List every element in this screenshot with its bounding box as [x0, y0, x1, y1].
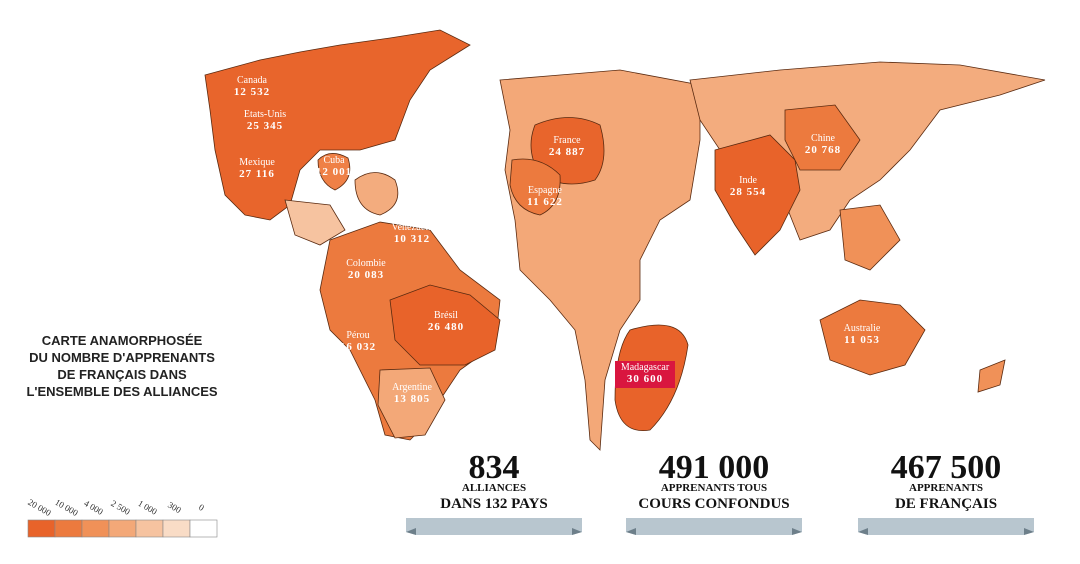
region-name: Inde: [739, 175, 757, 186]
espagne: [509, 158, 561, 216]
region-name: Madagascar: [621, 362, 670, 373]
legend-label: 300: [166, 500, 183, 516]
region-value: 30 600: [627, 373, 663, 385]
stat-line: ALLIANCES: [462, 482, 526, 494]
ribbon: [626, 518, 802, 535]
region-name: Brésil: [434, 310, 458, 321]
region-value: 11 622: [527, 196, 563, 208]
stat-line: COURS CONFONDUS: [638, 496, 789, 512]
region-name: Argentine: [392, 382, 432, 393]
continents: [204, 29, 1046, 451]
highlight-box: [615, 361, 675, 388]
legend-label: 10 000: [53, 497, 80, 518]
legend-swatch: [108, 519, 137, 538]
region-name: Australie: [844, 323, 881, 334]
region-name: Colombie: [346, 258, 386, 269]
stat-line: APPRENANTS: [909, 482, 983, 494]
new-zealand: [977, 359, 1006, 393]
region-value: 27 116: [239, 168, 275, 180]
region-name: Chine: [811, 133, 835, 144]
region-value: 24 887: [549, 146, 585, 158]
argentine: [377, 367, 446, 439]
ribbon: [406, 518, 582, 535]
region-value: 12 532: [234, 86, 270, 98]
region-value: 28 554: [730, 186, 766, 198]
title: CARTE ANAMORPHOSÉE DU NOMBRE D'APPRENANTS…: [26, 333, 217, 399]
region-value: 16 032: [340, 341, 376, 353]
legend-swatch: [162, 519, 191, 538]
north-america: [204, 29, 471, 221]
region-value: 11 053: [844, 334, 880, 346]
legend-label: 2 500: [109, 498, 132, 517]
stat-number: 834: [469, 449, 520, 486]
legend-label: 0: [197, 502, 206, 513]
legend-swatch: [54, 519, 83, 538]
legend-label: 4 000: [82, 498, 105, 517]
region-name: Espagne: [528, 185, 562, 196]
legend-swatch: [27, 519, 56, 538]
region-name: Etats-Unis: [244, 109, 286, 120]
region-value: 20 083: [348, 269, 384, 281]
stat-line: DE FRANÇAIS: [895, 496, 997, 512]
region-value: 20 768: [805, 144, 841, 156]
title-line: DE FRANÇAIS DANS: [57, 367, 187, 382]
stat-number: 491 000: [659, 449, 770, 486]
region-value: 25 345: [247, 120, 283, 132]
region-name: Canada: [237, 75, 268, 86]
legend-label: 20 000: [26, 497, 53, 518]
bresil: [389, 284, 501, 366]
title-line: DU NOMBRE D'APPRENANTS: [29, 350, 215, 365]
ribbon: [858, 518, 1034, 535]
chine: [784, 104, 861, 171]
region-name: France: [553, 135, 581, 146]
cuba: [317, 153, 351, 191]
region-value: 10 312: [394, 233, 430, 245]
stat-line: DANS 132 PAYS: [440, 496, 548, 512]
legend-swatch: [81, 519, 110, 538]
stat-number: 467 500: [891, 449, 1002, 486]
legend-label: 1 000: [136, 498, 159, 517]
australie: [819, 299, 926, 376]
title-line: L'ENSEMBLE DES ALLIANCES: [26, 384, 217, 399]
legend-swatch: [135, 519, 164, 538]
legend: 20 000 10 000 4 000 2 500 1 000 300 0: [26, 497, 218, 538]
legend-swatch: [189, 519, 218, 538]
caribbean: [354, 172, 399, 216]
stat-line: APPRENANTS TOUS: [661, 482, 767, 494]
central-america: [284, 199, 346, 246]
region-value: 12 001: [316, 166, 352, 178]
region-name: Mexique: [239, 157, 275, 168]
southeast-asia: [839, 204, 901, 271]
region-value: 13 805: [394, 393, 430, 405]
region-name: Venezuela: [391, 222, 433, 233]
title-line: CARTE ANAMORPHOSÉE: [42, 333, 203, 348]
region-name: Pérou: [346, 330, 369, 341]
inde: [714, 134, 801, 256]
region-value: 26 480: [428, 321, 464, 333]
region-name: Cuba: [323, 155, 345, 166]
